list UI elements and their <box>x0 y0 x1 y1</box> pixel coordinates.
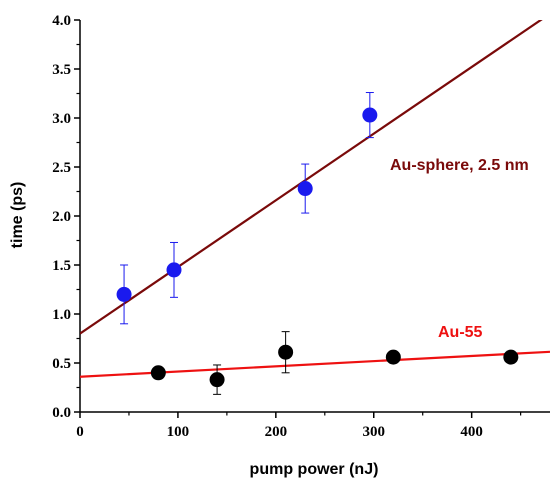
x-tick-label: 200 <box>265 424 288 440</box>
data-point-series-1 <box>278 344 294 360</box>
y-tick-label: 2.5 <box>52 160 71 176</box>
y-tick-label: 1.0 <box>52 307 71 323</box>
y-tick-label: 1.5 <box>52 258 71 274</box>
plot-area: 0 100 200 300 400 0.0 0.5 1.0 1.5 2.0 2.5 3.0 3.5 4.0 <box>52 13 550 440</box>
y-tick-label: 3.0 <box>52 111 71 127</box>
y-tick-label: 0.5 <box>52 356 71 372</box>
data-point-series-0 <box>297 181 313 197</box>
fit-line-series-1 <box>80 350 550 378</box>
data-point-series-0 <box>166 262 182 278</box>
data-point-series-0 <box>116 286 132 302</box>
x-tick-label: 300 <box>363 424 386 440</box>
y-tick-label: 4.0 <box>52 13 71 29</box>
y-tick-label: 3.5 <box>52 62 71 78</box>
data-point-series-1 <box>150 365 166 381</box>
x-tick-label: 100 <box>167 424 190 440</box>
x-tick-label: 0 <box>76 424 84 440</box>
data-point-series-1 <box>503 349 519 365</box>
annotation-au-sphere: Au-sphere, 2.5 nm <box>390 157 529 174</box>
data-point-series-1 <box>385 349 401 365</box>
data-point-series-0 <box>362 107 378 123</box>
annotation-au-55: Au-55 <box>438 324 483 341</box>
x-tick-label: 400 <box>460 424 483 440</box>
y-axis-label: time (ps) <box>9 182 26 249</box>
y-tick-label: 2.0 <box>52 209 71 225</box>
fit-line-series-0 <box>80 20 543 335</box>
x-axis-label: pump power (nJ) <box>250 461 379 478</box>
data-point-series-1 <box>209 372 225 388</box>
y-tick-label: 0.0 <box>52 405 71 421</box>
